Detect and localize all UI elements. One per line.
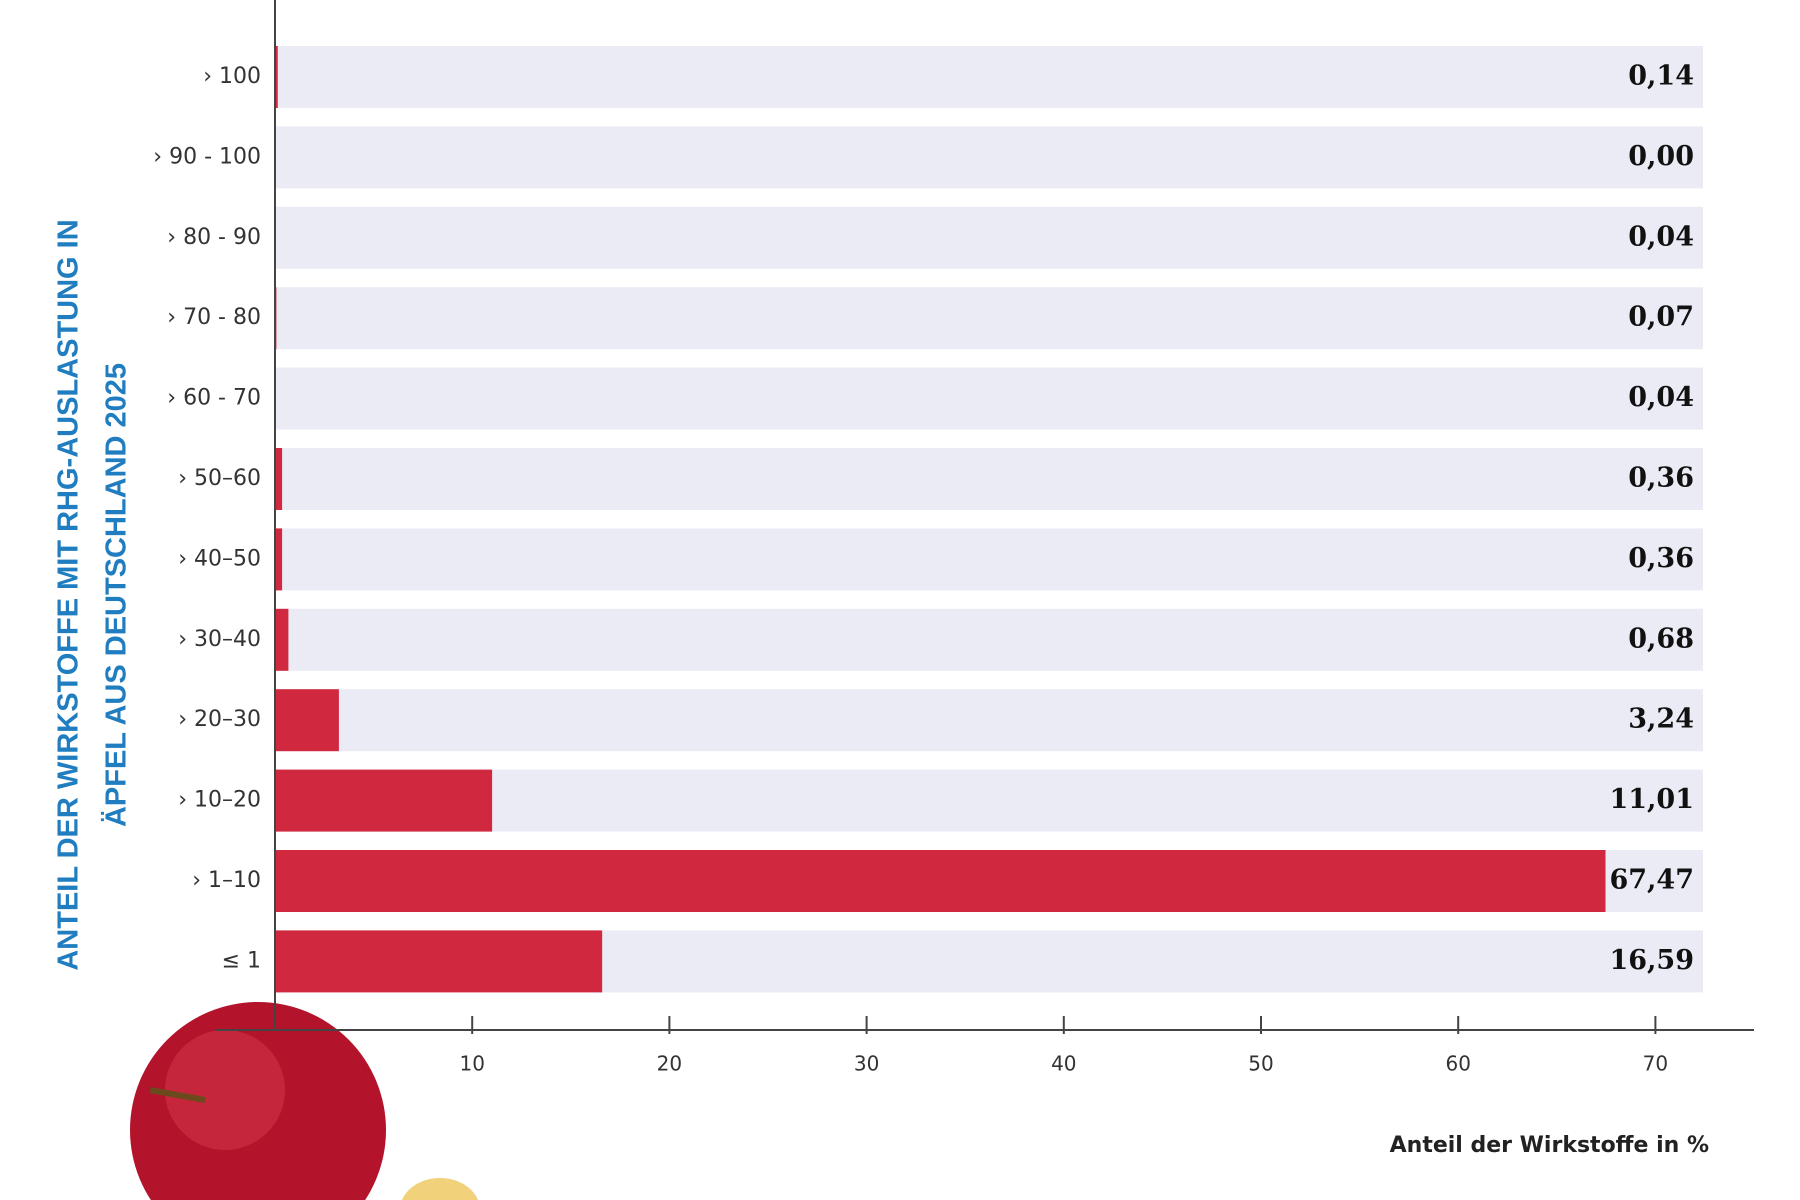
bar <box>275 769 493 832</box>
category-label: › 90 - 100 <box>153 144 261 169</box>
category-label: › 10–20 <box>178 788 261 813</box>
category-label: › 60 - 70 <box>167 386 261 411</box>
value-label: 3,24 <box>1628 704 1694 735</box>
bar <box>275 46 278 108</box>
x-tick-label: 30 <box>854 1052 879 1076</box>
category-label: ≤ 1 <box>222 948 261 973</box>
bar <box>275 528 283 591</box>
category-label: › 40–50 <box>178 546 261 571</box>
value-label: 0,68 <box>1628 623 1694 654</box>
row-background <box>275 126 1703 189</box>
row-background <box>275 608 1703 671</box>
y-label: ANTEIL DER WIRKSTOFFE MIT RHG-AUSLASTUNG… <box>53 219 133 970</box>
category-label: › 30–40 <box>178 627 261 652</box>
value-label: 0,00 <box>1628 141 1694 172</box>
value-label: 16,59 <box>1609 945 1694 976</box>
x-tick-label: 70 <box>1643 1052 1668 1076</box>
value-label: 0,36 <box>1628 463 1694 494</box>
value-label: 0,36 <box>1628 543 1694 574</box>
row-background <box>275 689 1703 752</box>
x-label: Anteil der Wirkstoffe in % <box>1390 1133 1709 1158</box>
category-label: › 70 - 80 <box>167 305 261 330</box>
x-tick-label: 20 <box>657 1052 682 1076</box>
bar <box>275 608 289 671</box>
row-background <box>275 367 1703 430</box>
bar <box>275 689 339 752</box>
value-label: 0,04 <box>1628 221 1694 252</box>
category-label: › 80 - 90 <box>167 225 261 250</box>
category-label: › 20–30 <box>178 707 261 732</box>
category-label: › 100 <box>203 64 261 89</box>
value-label: 0,14 <box>1628 61 1694 92</box>
row-background <box>275 46 1703 108</box>
row-background <box>275 769 1703 832</box>
x-tick-label: 40 <box>1051 1052 1076 1076</box>
value-label: 67,47 <box>1609 865 1694 896</box>
row-background <box>275 528 1703 591</box>
x-tick-label: 10 <box>459 1052 484 1076</box>
row-background <box>275 206 1703 269</box>
row-background <box>275 448 1703 510</box>
value-label: 0,07 <box>1628 302 1694 333</box>
bar <box>275 448 283 510</box>
apple-illustration <box>130 1002 478 1200</box>
value-label: 11,01 <box>1609 784 1694 815</box>
x-tick-label: 60 <box>1445 1052 1470 1076</box>
row-background <box>275 287 1703 350</box>
value-label: 0,04 <box>1628 382 1694 413</box>
category-label: › 50–60 <box>178 466 261 491</box>
bar <box>275 850 1606 912</box>
bar <box>275 930 603 993</box>
y-label-line: ANTEIL DER WIRKSTOFFE MIT RHG-AUSLASTUNG… <box>53 219 85 970</box>
x-tick-label: 50 <box>1248 1052 1273 1076</box>
y-label-line: ÄPFEL AUS DEUTSCHLAND 2025 <box>100 363 133 827</box>
category-label: › 1–10 <box>192 868 261 893</box>
